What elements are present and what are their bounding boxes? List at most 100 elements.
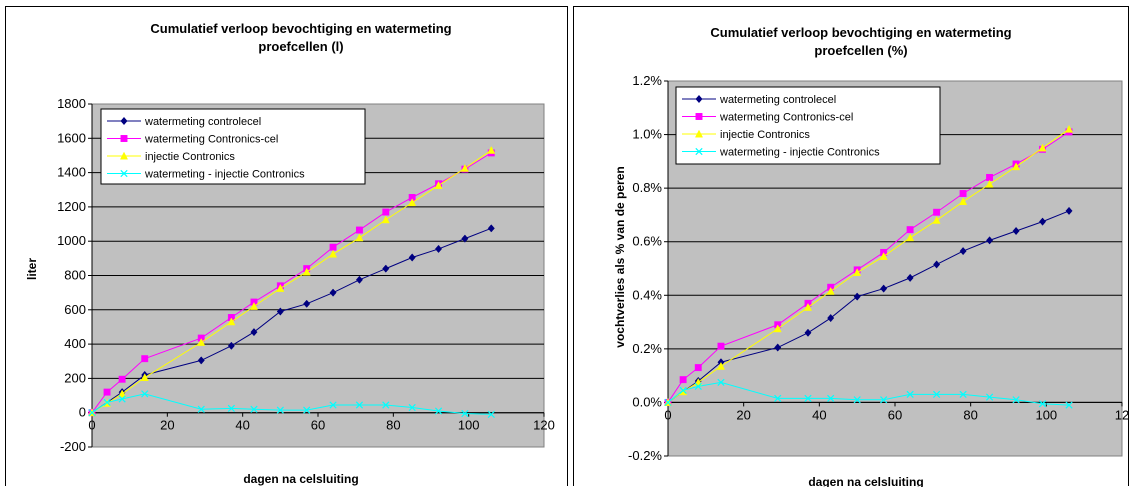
data-point — [302, 267, 311, 276]
chart-title-line1: Cumulatief verloop bevochtiging en water… — [710, 25, 1011, 40]
series-line — [91, 149, 492, 414]
y-tick-label: 1400 — [57, 165, 86, 180]
x-tick-label: 40 — [235, 418, 249, 433]
data-point — [932, 215, 941, 224]
x-tick-label: 100 — [1035, 407, 1057, 422]
data-point — [329, 401, 337, 409]
data-point — [827, 313, 835, 323]
chart-panel-percent: Cumulatief verloop bevochtiging en water… — [573, 6, 1129, 487]
y-tick-label: 800 — [64, 268, 86, 283]
data-point — [959, 247, 967, 256]
legend-marker — [695, 147, 703, 156]
y-tick-label: -200 — [60, 439, 86, 454]
data-point — [1039, 217, 1047, 226]
data-point — [826, 286, 835, 295]
data-point — [1065, 401, 1073, 409]
data-point — [355, 275, 363, 284]
data-point — [382, 208, 390, 216]
data-point — [853, 396, 861, 404]
x-tick-label: 60 — [311, 418, 325, 433]
data-point — [827, 394, 835, 403]
x-tick-label: 80 — [386, 418, 400, 433]
data-point — [717, 378, 725, 386]
data-point — [118, 389, 127, 398]
data-point — [1065, 206, 1073, 215]
legend-marker — [120, 135, 128, 142]
data-point — [276, 307, 284, 316]
data-point — [227, 317, 236, 326]
y-tick-label: 0.4% — [632, 287, 662, 302]
data-point — [487, 224, 495, 233]
data-point — [774, 394, 782, 403]
data-point — [803, 302, 812, 311]
y-tick-label: 1.0% — [632, 127, 662, 142]
y-tick-label: 0 — [79, 405, 86, 420]
legend-item: watermeting controlecel — [107, 116, 261, 128]
data-point — [694, 382, 702, 390]
chart-title-line2: proefcellen (%) — [814, 43, 907, 58]
data-point — [853, 292, 861, 301]
data-point — [959, 190, 967, 197]
chart-panel-liter: Cumulatief verloop bevochtiging en water… — [5, 6, 568, 486]
x-tick-label: 20 — [160, 418, 174, 433]
legend-box — [100, 108, 366, 185]
x-axis-label: dagen na celsluiting — [243, 472, 358, 486]
data-point — [985, 179, 994, 188]
legend-label: injectie Contronics — [720, 129, 810, 141]
data-point — [694, 364, 702, 372]
data-point — [460, 163, 469, 172]
data-point — [804, 394, 812, 403]
data-point — [250, 405, 258, 413]
data-point — [329, 243, 337, 251]
data-point — [880, 284, 888, 293]
series-4 — [88, 390, 495, 419]
y-tick-label: 0.6% — [632, 234, 662, 249]
data-point — [227, 404, 235, 413]
data-point — [773, 324, 782, 333]
data-point — [250, 328, 258, 337]
legend-label: watermeting Contronics-cel — [719, 112, 853, 124]
y-tick-label: 200 — [64, 370, 86, 385]
data-point — [276, 406, 284, 414]
legend-item: watermeting - injectie Contronics — [682, 147, 880, 159]
data-point — [103, 388, 111, 396]
data-point — [141, 390, 149, 398]
y-tick-label: 1.2% — [632, 73, 662, 88]
y-tick-label: 0.8% — [632, 180, 662, 195]
y-tick-label: 0.2% — [632, 341, 662, 356]
y-tick-label: 1800 — [57, 96, 86, 111]
series-line — [667, 381, 1070, 406]
series-line — [91, 393, 492, 415]
data-point — [381, 215, 390, 224]
data-point — [986, 236, 994, 245]
x-axis-label: dagen na celsluiting — [808, 475, 923, 487]
chart-percent: Cumulatief verloop bevochtiging en water… — [613, 25, 1129, 487]
data-point — [227, 341, 235, 350]
data-point — [434, 407, 443, 415]
y-tick-label: -0.2% — [628, 448, 662, 463]
data-point — [329, 249, 338, 258]
x-tick-label: 40 — [812, 407, 826, 422]
data-point — [933, 208, 941, 216]
data-point — [118, 395, 126, 403]
legend-marker — [119, 151, 129, 160]
data-point — [355, 233, 364, 242]
data-point — [716, 361, 725, 370]
data-point — [103, 398, 111, 407]
legend-item: watermeting controlecel — [682, 94, 836, 106]
data-point — [933, 260, 941, 269]
data-point — [197, 338, 206, 346]
data-point — [408, 253, 416, 262]
data-point — [140, 373, 149, 381]
data-point — [906, 226, 914, 234]
legend-item: watermeting Contronics-cel — [107, 134, 278, 146]
data-point — [355, 226, 363, 234]
data-point — [88, 409, 96, 417]
data-point — [382, 264, 390, 273]
data-point — [487, 145, 496, 154]
legend: watermeting controlecel watermeting Contr… — [675, 86, 941, 165]
data-point — [986, 173, 994, 181]
y-tick-label: 1600 — [57, 130, 86, 145]
legend-item: injectie Contronics — [682, 129, 810, 141]
data-point — [804, 328, 812, 337]
